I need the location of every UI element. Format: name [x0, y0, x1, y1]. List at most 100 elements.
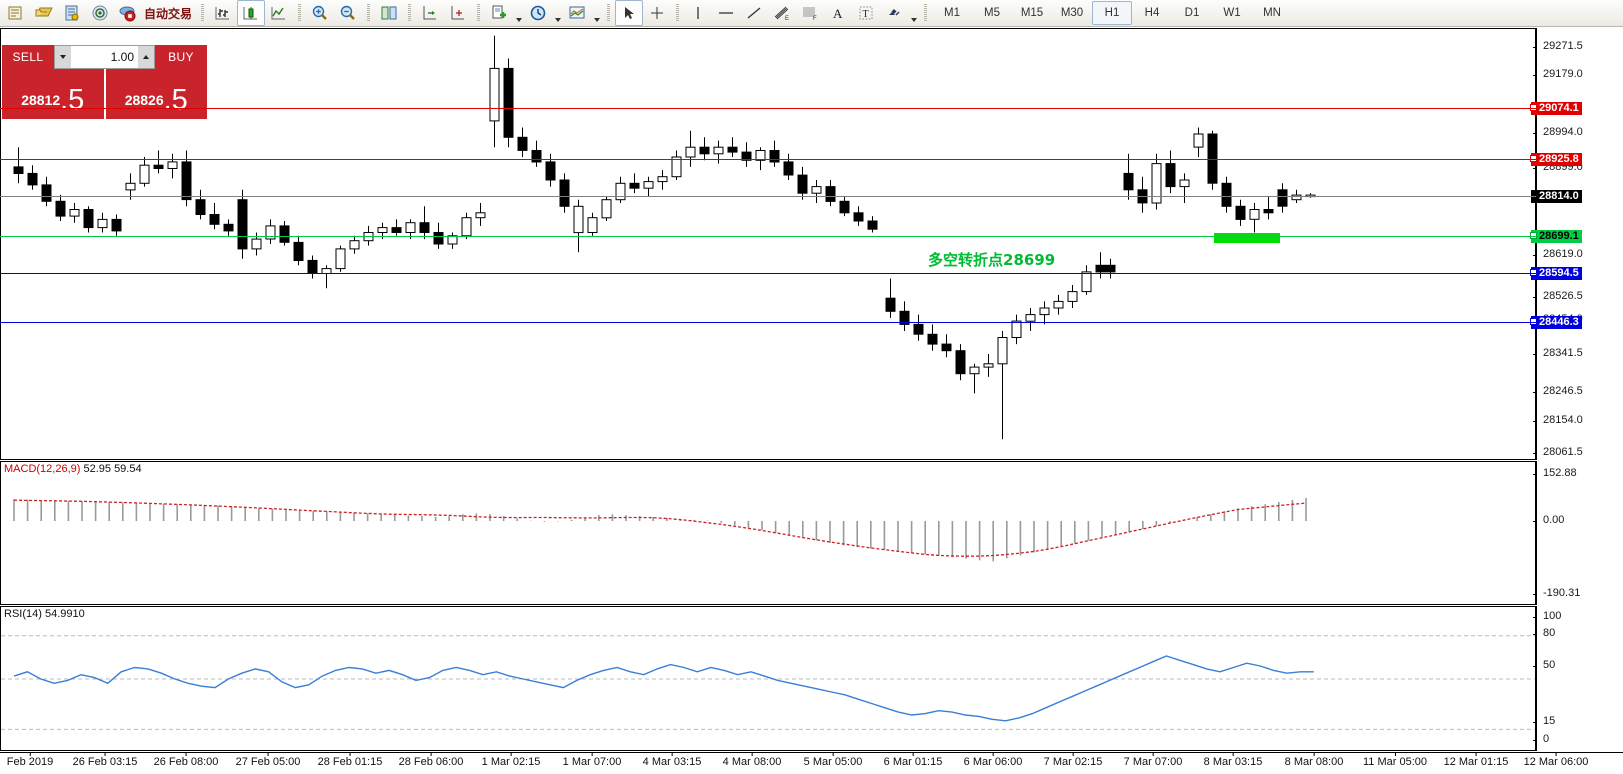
tile-windows-icon[interactable]	[375, 0, 403, 26]
expert-advisor-icon[interactable]	[114, 0, 142, 26]
macd-pane[interactable]: MACD(12,26,9) 52.95 59.54	[0, 461, 1536, 605]
volume-value[interactable]: 1.00	[71, 46, 138, 68]
toolbar-separator	[474, 3, 483, 23]
chevron-down-icon[interactable]	[513, 0, 524, 27]
rsi-tick: 15	[1532, 715, 1555, 727]
chevron-down-icon[interactable]	[908, 0, 919, 27]
svg-text:F: F	[813, 16, 817, 22]
timeframe-d1[interactable]: D1	[1184, 7, 1200, 19]
price-tick: 28061.5	[1533, 446, 1583, 458]
price-tick: 29179.0	[1533, 68, 1583, 80]
level-line[interactable]	[0, 159, 1536, 160]
shapes-icon[interactable]	[880, 0, 908, 26]
auto-trading-button[interactable]: 自动交易	[114, 0, 196, 26]
zoom-out-icon[interactable]	[334, 0, 362, 26]
level-line[interactable]	[0, 322, 1536, 323]
rsi-tick: 50	[1532, 659, 1555, 671]
text-box-icon[interactable]: T	[852, 0, 880, 26]
timeframe-w1[interactable]: W1	[1223, 7, 1241, 19]
time-tick-label: 7 Mar 07:00	[1123, 752, 1183, 768]
timeframe-m15[interactable]: M15	[1020, 7, 1044, 19]
text-label-icon[interactable]: A	[824, 0, 852, 26]
trendline-icon[interactable]	[740, 0, 768, 26]
cursor-icon[interactable]	[615, 0, 644, 26]
auto-scroll-icon[interactable]	[444, 0, 472, 26]
vertical-line-icon[interactable]	[684, 0, 712, 26]
volume-stepper[interactable]: 1.00	[54, 45, 155, 69]
time-tick-label: 1 Mar 07:00	[562, 752, 622, 768]
zoom-in-icon[interactable]	[306, 0, 334, 26]
rsi-axis: 100 80 50 15 0	[1532, 606, 1623, 751]
price-level-tag[interactable]: 28925.8	[1530, 153, 1582, 166]
level-line[interactable]	[0, 108, 1536, 109]
svg-text:T: T	[863, 9, 869, 20]
chevron-down-icon[interactable]	[591, 0, 602, 27]
price-level-tag[interactable]: 28594.5	[1530, 267, 1582, 280]
macd-axis: 152.88 0.00 -190.31	[1532, 461, 1623, 605]
timeframe-mn[interactable]: MN	[1263, 7, 1281, 19]
chart-shift-icon[interactable]	[416, 0, 444, 26]
toolbar-separator	[405, 3, 414, 23]
price-axis[interactable]: 29271.5 29179.0 28994.0 28899.0 28619.0 28526…	[1530, 28, 1623, 460]
timeframe-h4[interactable]: H4	[1144, 7, 1160, 19]
timeframe-m1[interactable]: M1	[944, 7, 960, 19]
horizontal-line-icon[interactable]	[712, 0, 740, 26]
volume-increase-icon[interactable]	[138, 46, 154, 68]
main-toolbar: 自动交易	[0, 0, 1623, 27]
equidistant-channel-icon[interactable]: E	[768, 0, 796, 26]
bar-chart-icon[interactable]	[209, 0, 237, 26]
volume-decrease-icon[interactable]	[55, 46, 71, 68]
news-icon[interactable]	[58, 0, 86, 26]
buy-price[interactable]: 28826.5	[105, 69, 207, 119]
time-tick-label: 12 Mar 01:15	[1443, 752, 1509, 768]
candlestick-chart-icon[interactable]	[237, 0, 266, 26]
toolbar-separator	[673, 3, 682, 23]
signal-icon[interactable]	[86, 0, 114, 26]
candlestick-layer	[13, 35, 1316, 440]
toolbar-separator	[295, 3, 304, 23]
timeframe-h1[interactable]: H1	[1092, 1, 1133, 25]
add-indicator-icon[interactable]	[485, 0, 513, 26]
price-level-tag[interactable]: 29074.1	[1530, 102, 1582, 115]
time-tick-label: 28 Feb 06:00	[398, 752, 464, 768]
time-tick-label: 8 Mar 08:00	[1284, 752, 1344, 768]
price-level-tag[interactable]: 28814.0	[1531, 190, 1582, 203]
buy-button[interactable]: BUY	[155, 45, 207, 69]
rsi-layer	[1, 635, 1535, 730]
time-tick-label: 26 Feb 08:00	[153, 752, 219, 768]
folder-icon[interactable]	[30, 0, 58, 26]
price-tick: 28619.0	[1533, 248, 1583, 260]
price-tick: 28994.0	[1533, 126, 1583, 138]
level-line[interactable]	[0, 196, 1536, 197]
templates-icon[interactable]	[563, 0, 591, 26]
time-tick-label: 11 Mar 05:00	[1362, 752, 1428, 768]
one-click-trading-panel[interactable]: SELL 1.00 BUY 28812.5 28826.5	[2, 45, 207, 119]
macd-layer	[13, 497, 1307, 562]
svg-text:E: E	[785, 16, 789, 22]
toolbar-separator	[364, 3, 373, 23]
pivot-annotation: 多空转折点28699	[928, 251, 1056, 269]
new-order-icon[interactable]	[2, 0, 30, 26]
macd-label: MACD(12,26,9) 52.95 59.54	[4, 463, 142, 475]
time-tick-label: 26 Feb 03:15	[72, 752, 138, 768]
level-line[interactable]	[0, 236, 1536, 237]
period-clock-icon[interactable]	[524, 0, 552, 26]
fibonacci-icon[interactable]: F	[796, 0, 824, 26]
sell-price[interactable]: 28812.5	[2, 69, 106, 119]
time-tick-label: 1 Mar 02:15	[481, 752, 541, 768]
timeframe-m5[interactable]: M5	[984, 7, 1000, 19]
level-line[interactable]	[0, 273, 1536, 274]
line-chart-icon[interactable]	[265, 0, 293, 26]
time-tick-label: 4 Mar 08:00	[722, 752, 782, 768]
sell-button[interactable]: SELL	[2, 45, 54, 69]
pivot-highlight-box	[1214, 233, 1280, 243]
time-tick-label: 8 Mar 03:15	[1203, 752, 1263, 768]
timeframe-m30[interactable]: M30	[1060, 7, 1084, 19]
crosshair-icon[interactable]	[643, 0, 671, 26]
time-axis[interactable]: Feb 2019 26 Feb 03:15 26 Feb 08:00 27 Feb 0…	[0, 752, 1623, 774]
chevron-down-icon[interactable]	[552, 0, 563, 27]
time-tick-label: 12 Mar 06:00	[1523, 752, 1589, 768]
price-level-tag[interactable]: 28446.3	[1530, 316, 1582, 329]
price-level-tag[interactable]: 28699.1	[1530, 230, 1582, 243]
rsi-tick: 80	[1532, 627, 1555, 639]
